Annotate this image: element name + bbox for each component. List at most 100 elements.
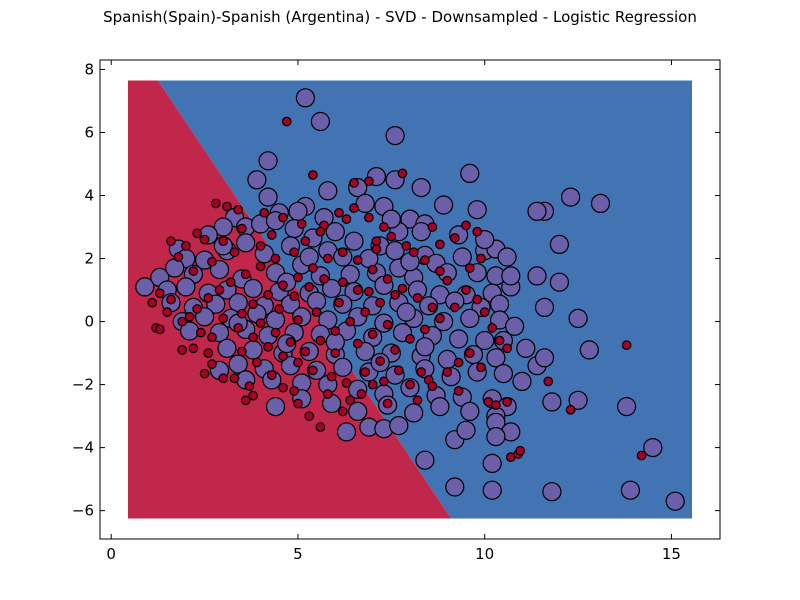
- small-point: [397, 283, 408, 294]
- small-point: [255, 318, 266, 328]
- small-point: [412, 395, 423, 406]
- small-point: [453, 357, 464, 368]
- large-point: [504, 316, 525, 336]
- small-point: [442, 275, 453, 286]
- large-point: [497, 247, 517, 267]
- small-point: [621, 340, 632, 350]
- large-point: [336, 422, 357, 442]
- small-point: [408, 247, 419, 257]
- large-point: [217, 338, 237, 358]
- large-point: [460, 163, 480, 183]
- small-point: [364, 176, 374, 187]
- large-point: [512, 371, 532, 391]
- large-point: [475, 330, 495, 351]
- large-point: [415, 337, 435, 357]
- small-point: [338, 247, 348, 257]
- small-point: [237, 308, 247, 319]
- small-point: [207, 359, 217, 369]
- small-point: [367, 329, 378, 339]
- small-point: [237, 346, 247, 357]
- small-point: [405, 379, 415, 390]
- small-point: [308, 365, 318, 376]
- small-point: [453, 386, 464, 396]
- small-point: [319, 274, 329, 284]
- small-point: [341, 378, 352, 388]
- small-point: [293, 357, 303, 368]
- small-point: [476, 362, 486, 373]
- small-point: [472, 294, 482, 305]
- small-point: [334, 297, 344, 308]
- small-point: [345, 395, 355, 406]
- small-point: [461, 285, 471, 295]
- large-point: [385, 241, 405, 261]
- small-point: [379, 376, 389, 387]
- small-point: [543, 376, 553, 387]
- large-point: [258, 187, 278, 207]
- large-point: [404, 403, 424, 423]
- y-tick-label: 2: [84, 250, 94, 268]
- large-point: [449, 329, 469, 349]
- y-tick-label: 6: [84, 123, 94, 141]
- x-tick-label: 0: [106, 545, 116, 563]
- large-point: [243, 340, 263, 360]
- small-point: [300, 236, 311, 246]
- data-points: [135, 88, 685, 511]
- small-point: [203, 293, 214, 303]
- small-point: [450, 302, 460, 313]
- small-point: [397, 168, 408, 179]
- small-point: [386, 231, 397, 242]
- small-point: [352, 338, 363, 349]
- small-point: [218, 236, 229, 246]
- small-point: [341, 214, 352, 224]
- small-point: [502, 397, 512, 407]
- small-point: [214, 285, 225, 295]
- small-point: [515, 446, 525, 456]
- large-point: [560, 187, 581, 207]
- small-point: [323, 389, 333, 399]
- axis-ticks: 0 5 10 15 −6 −4 −2 0 2 4 6 8: [72, 60, 720, 563]
- small-point: [308, 263, 318, 273]
- small-point: [356, 389, 367, 399]
- small-point: [240, 395, 251, 406]
- large-point: [616, 397, 637, 417]
- small-point: [394, 365, 404, 376]
- small-point: [367, 379, 378, 390]
- small-point: [636, 450, 647, 461]
- large-point: [590, 193, 611, 213]
- small-point: [304, 282, 314, 292]
- small-point: [304, 411, 314, 421]
- small-point: [225, 277, 236, 287]
- small-point: [364, 212, 374, 223]
- small-point: [289, 247, 299, 257]
- small-point: [293, 315, 303, 325]
- small-point: [382, 319, 393, 330]
- small-point: [188, 266, 199, 276]
- small-point: [211, 198, 221, 209]
- small-point: [465, 263, 475, 273]
- large-point: [411, 222, 431, 242]
- large-point: [460, 401, 480, 421]
- x-tick-label: 10: [475, 545, 494, 563]
- small-point: [367, 264, 378, 275]
- small-point: [461, 220, 471, 231]
- small-point: [375, 356, 385, 366]
- small-point: [382, 274, 393, 284]
- small-point: [240, 269, 251, 280]
- small-point: [416, 367, 426, 377]
- small-point: [315, 335, 326, 346]
- small-point: [278, 351, 288, 361]
- large-point: [467, 200, 487, 220]
- small-point: [248, 299, 258, 309]
- large-point: [493, 364, 513, 384]
- small-point: [155, 324, 165, 335]
- y-tick-label: −4: [72, 439, 94, 457]
- large-point: [486, 427, 506, 447]
- small-point: [203, 348, 214, 358]
- large-point: [542, 482, 562, 502]
- large-point: [243, 278, 263, 299]
- large-point: [325, 222, 345, 242]
- large-point: [265, 397, 286, 417]
- large-point: [501, 266, 521, 286]
- small-point: [420, 324, 430, 335]
